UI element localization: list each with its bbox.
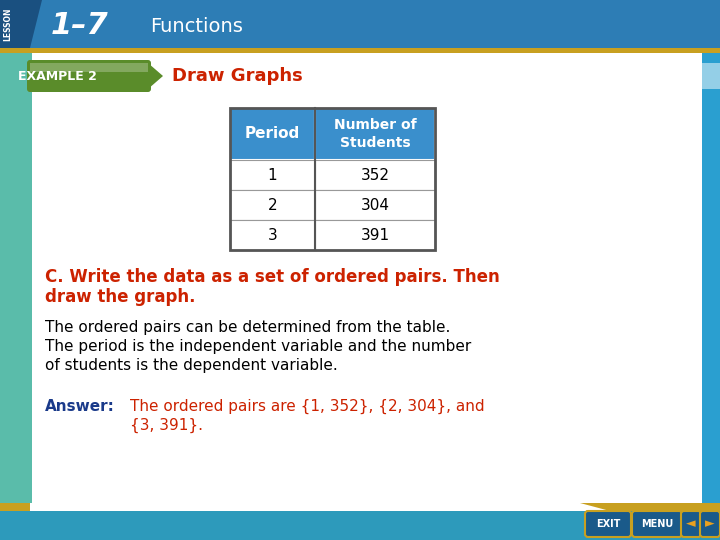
Text: EXAMPLE 2: EXAMPLE 2 [17,70,96,83]
Text: 1–7: 1–7 [51,11,109,40]
FancyBboxPatch shape [230,190,315,220]
FancyBboxPatch shape [27,60,151,92]
FancyBboxPatch shape [700,511,720,537]
Polygon shape [148,63,163,89]
FancyBboxPatch shape [230,160,315,190]
Text: MENU: MENU [641,519,673,529]
Text: ◄: ◄ [686,517,696,530]
Polygon shape [0,0,42,48]
FancyBboxPatch shape [0,48,720,53]
Text: Draw Graphs: Draw Graphs [172,67,302,85]
Text: 1: 1 [268,167,277,183]
Text: C. Write the data as a set of ordered pairs. Then: C. Write the data as a set of ordered pa… [45,268,500,286]
FancyBboxPatch shape [230,220,315,250]
Text: 391: 391 [361,227,390,242]
Text: The period is the independent variable and the number: The period is the independent variable a… [45,339,472,354]
FancyBboxPatch shape [0,0,720,48]
FancyBboxPatch shape [0,503,720,511]
Polygon shape [30,63,148,72]
FancyBboxPatch shape [30,53,702,503]
Text: 352: 352 [361,167,390,183]
Text: LESSON: LESSON [4,7,12,40]
FancyBboxPatch shape [681,511,701,537]
FancyBboxPatch shape [632,511,682,537]
Text: EXIT: EXIT [596,519,620,529]
Text: Functions: Functions [150,17,243,36]
FancyBboxPatch shape [702,53,720,503]
Text: Answer:: Answer: [45,399,115,414]
FancyBboxPatch shape [315,220,435,250]
FancyBboxPatch shape [315,160,435,190]
FancyBboxPatch shape [0,53,32,503]
Text: Period: Period [245,126,300,141]
FancyBboxPatch shape [315,190,435,220]
FancyBboxPatch shape [230,108,315,160]
Polygon shape [30,503,610,511]
FancyBboxPatch shape [315,108,435,160]
Text: {3, 391}.: {3, 391}. [130,418,203,433]
Text: The ordered pairs are {1, 352}, {2, 304}, and: The ordered pairs are {1, 352}, {2, 304}… [130,399,485,414]
Text: Number of
Students: Number of Students [333,118,416,150]
Polygon shape [148,63,720,89]
Text: 304: 304 [361,198,390,213]
Text: of students is the dependent variable.: of students is the dependent variable. [45,358,338,373]
Text: ►: ► [705,517,715,530]
Text: The ordered pairs can be determined from the table.: The ordered pairs can be determined from… [45,320,451,335]
FancyBboxPatch shape [0,511,720,540]
Text: draw the graph.: draw the graph. [45,288,196,306]
Text: 2: 2 [268,198,277,213]
Text: 3: 3 [268,227,277,242]
FancyBboxPatch shape [585,511,631,537]
